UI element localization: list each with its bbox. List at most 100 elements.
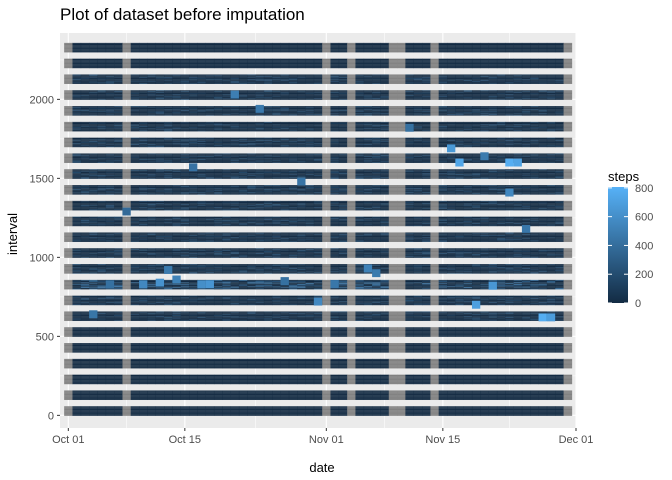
heatmap-tile [164, 351, 173, 353]
heatmap-tile [463, 332, 473, 334]
heatmap-tile [521, 345, 531, 347]
heatmap-tile [405, 327, 415, 329]
heatmap-tile [189, 395, 198, 397]
heatmap-tile [471, 382, 481, 384]
heatmap-tile [280, 397, 290, 399]
heatmap-tile [72, 330, 82, 332]
heatmap-tile [313, 362, 323, 363]
heatmap-tile [164, 320, 173, 322]
heatmap-tile [438, 335, 448, 337]
heatmap-tile [521, 335, 531, 337]
heatmap-tile [463, 362, 473, 364]
heatmap-tile [89, 378, 98, 380]
heatmap-tile [538, 343, 548, 345]
heatmap-tile [130, 367, 140, 369]
heatmap-tile [147, 317, 157, 318]
heatmap-tile [471, 377, 481, 378]
heatmap-tile [513, 374, 523, 376]
heatmap-tile [205, 399, 215, 401]
heatmap-tile [513, 343, 523, 345]
heatmap-tile [89, 359, 98, 361]
heatmap-tile [496, 390, 506, 392]
heatmap-tile [139, 334, 148, 336]
heatmap-tile [471, 349, 481, 351]
heatmap-tile [155, 379, 165, 381]
heatmap-tile [64, 359, 73, 361]
heatmap-tile [313, 350, 323, 352]
heatmap-tile [397, 313, 406, 315]
heatmap-tile [280, 344, 290, 346]
heatmap-tile [297, 378, 306, 380]
heatmap-tile [313, 374, 323, 376]
heatmap-tile [488, 318, 498, 320]
heatmap-tile [430, 315, 439, 317]
heatmap-tile [455, 392, 464, 393]
heatmap-tile [471, 334, 481, 336]
heatmap-tile [205, 334, 215, 336]
heatmap-tile [471, 410, 481, 412]
heatmap-tile [255, 414, 265, 416]
heatmap-tile [297, 351, 306, 353]
heatmap-tile [555, 376, 564, 378]
heatmap-tile [205, 378, 215, 380]
heatmap-tile [322, 411, 331, 412]
heatmap-tile [114, 365, 123, 367]
heatmap-tile [272, 398, 281, 400]
heatmap-tile [363, 344, 373, 346]
heatmap-tile [488, 378, 498, 380]
heatmap-tile [288, 335, 298, 337]
heatmap-tile [213, 408, 223, 410]
heatmap-tile [255, 351, 265, 353]
heatmap-tile [555, 383, 564, 385]
heatmap-tile [388, 374, 398, 376]
heatmap-tile [105, 332, 115, 333]
heatmap-tile [238, 399, 248, 401]
heatmap-tile [347, 396, 356, 398]
heatmap-tile [97, 361, 107, 363]
heatmap-tile [222, 327, 231, 329]
heatmap-tile [471, 359, 481, 361]
heatmap-tile [197, 412, 206, 414]
heatmap-tile [513, 365, 523, 367]
heatmap-tile [114, 414, 123, 416]
heatmap-tile [496, 395, 506, 397]
heatmap-tile [197, 319, 206, 321]
heatmap-tile [563, 365, 573, 367]
heatmap-tile [430, 362, 439, 364]
heatmap-tile [180, 361, 190, 363]
heatmap-tile [114, 394, 123, 396]
heatmap-tile [105, 378, 115, 380]
heatmap-tile [197, 361, 206, 363]
heatmap-tile [447, 407, 456, 408]
heatmap-tile [238, 328, 248, 330]
heatmap-tile [238, 335, 248, 337]
heatmap-tile [255, 330, 265, 332]
heatmap-tile [64, 408, 73, 410]
heatmap-tile [180, 313, 190, 314]
heatmap-tile [313, 411, 323, 412]
heatmap-tile [480, 362, 489, 363]
heatmap-tile [263, 313, 273, 315]
heatmap-tile [122, 377, 132, 379]
heatmap-tile [347, 383, 356, 385]
heatmap-tile [164, 391, 173, 393]
heatmap-tile [230, 391, 240, 393]
heatmap-tile [496, 367, 506, 369]
heatmap-tile [272, 392, 281, 394]
heatmap-tile [263, 328, 273, 329]
heatmap-tile [205, 346, 215, 348]
heatmap-tile [288, 359, 298, 361]
heatmap-tile [205, 329, 215, 331]
heatmap-tile [305, 399, 315, 401]
heatmap-tile [139, 328, 148, 329]
heatmap-tile [338, 313, 348, 315]
heatmap-tile [305, 349, 315, 351]
heatmap-tile [130, 360, 140, 362]
heatmap-tile [305, 392, 315, 394]
heatmap-tile [322, 397, 331, 399]
heatmap-tile [413, 375, 423, 377]
heatmap-tile [114, 346, 123, 348]
heatmap-tile [513, 344, 523, 346]
heatmap-tile [372, 328, 381, 330]
heatmap-tile [413, 365, 423, 367]
